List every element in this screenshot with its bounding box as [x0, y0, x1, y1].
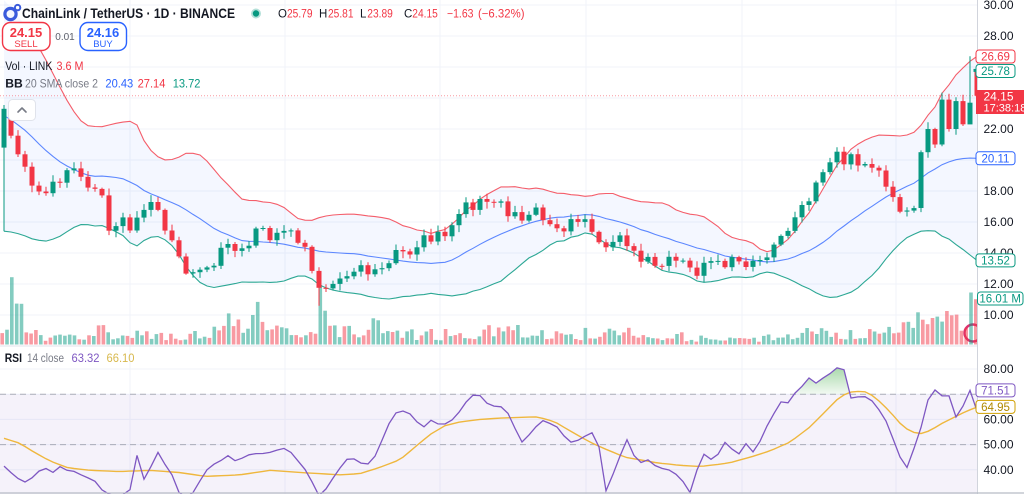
svg-text:20.11: 20.11	[982, 153, 1010, 165]
svg-text:−1.63: −1.63	[447, 9, 474, 21]
svg-text:RSI: RSI	[5, 353, 22, 365]
svg-text:64.95: 64.95	[981, 402, 1010, 414]
svg-text:66.10: 66.10	[107, 353, 135, 365]
svg-text:24.16: 24.16	[87, 25, 120, 40]
svg-text:O: O	[278, 9, 287, 21]
svg-text:BB: BB	[5, 77, 23, 91]
svg-text:BUY: BUY	[93, 39, 113, 50]
svg-text:80.00: 80.00	[984, 362, 1014, 376]
svg-text:(−6.32%): (−6.32%)	[478, 9, 525, 21]
svg-text:14 close: 14 close	[27, 353, 64, 365]
svg-text:24.15: 24.15	[412, 9, 438, 21]
svg-text:63.32: 63.32	[72, 353, 100, 365]
svg-text:40.00: 40.00	[984, 463, 1014, 477]
svg-text:23.89: 23.89	[367, 9, 393, 21]
svg-text:27.14: 27.14	[138, 77, 166, 91]
svg-text:22.00: 22.00	[984, 122, 1014, 136]
svg-text:26.69: 26.69	[981, 52, 1010, 64]
svg-text:20 SMA close 2: 20 SMA close 2	[25, 77, 98, 91]
svg-text:Vol · LINK: Vol · LINK	[5, 59, 52, 73]
svg-text:17:38:18: 17:38:18	[984, 103, 1024, 115]
svg-text:24.15: 24.15	[10, 25, 43, 40]
svg-text:50.00: 50.00	[984, 438, 1014, 452]
svg-text:SELL: SELL	[14, 39, 37, 50]
svg-text:0.01: 0.01	[55, 32, 75, 43]
svg-text:16.01 M: 16.01 M	[979, 294, 1021, 306]
svg-text:25.79: 25.79	[287, 9, 313, 21]
svg-text:25.78: 25.78	[981, 66, 1010, 78]
svg-text:24.15: 24.15	[984, 90, 1014, 104]
svg-text:H: H	[319, 9, 327, 21]
svg-text:30.00: 30.00	[984, 0, 1014, 12]
svg-text:L: L	[360, 9, 367, 21]
svg-text:60.00: 60.00	[984, 412, 1014, 426]
svg-text:12.00: 12.00	[984, 277, 1014, 291]
svg-text:13.52: 13.52	[981, 255, 1010, 267]
svg-text:18.00: 18.00	[984, 184, 1014, 198]
svg-text:16.00: 16.00	[984, 215, 1014, 229]
svg-text:ChainLink / TetherUS · 1D · BI: ChainLink / TetherUS · 1D · BINANCE	[22, 5, 235, 21]
svg-text:20.43: 20.43	[105, 77, 133, 91]
svg-text:28.00: 28.00	[984, 29, 1014, 43]
svg-text:71.51: 71.51	[981, 385, 1010, 397]
svg-text:13.72: 13.72	[173, 77, 201, 91]
svg-text:10.00: 10.00	[984, 308, 1014, 322]
svg-text:3.6 M: 3.6 M	[57, 59, 84, 73]
svg-text:25.81: 25.81	[328, 9, 354, 21]
svg-text:C: C	[404, 9, 412, 21]
